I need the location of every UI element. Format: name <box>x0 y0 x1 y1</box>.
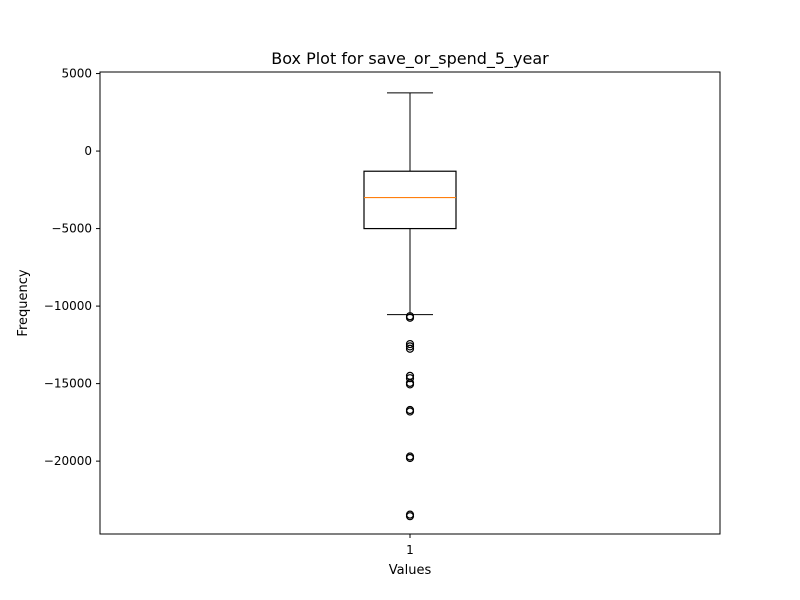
y-tick-label: −10000 <box>44 299 92 313</box>
outlier-point <box>405 407 415 416</box>
x-axis-label: Values <box>389 563 432 578</box>
y-tick-label: 0 <box>84 144 92 158</box>
iqr-box <box>363 170 457 230</box>
y-tick-label: −15000 <box>44 377 92 391</box>
x-tick-label: 1 <box>406 543 414 557</box>
y-tick-label: 5000 <box>61 67 92 81</box>
outlier-point <box>405 512 415 521</box>
y-axis-label: Frequency <box>16 269 31 336</box>
y-tick-label: −5000 <box>51 222 92 236</box>
outlier-point <box>405 380 415 389</box>
chart-title: Box Plot for save_or_spend_5_year <box>271 49 549 69</box>
outlier-point <box>405 374 415 383</box>
outlier-point <box>405 339 415 349</box>
outlier-point <box>405 453 415 463</box>
outlier-point <box>405 342 415 351</box>
outlier-point <box>405 313 415 322</box>
axes-frame <box>99 71 721 535</box>
plot-area: 5000 0 −5000 −10000 −15000 −20000 1 <box>44 67 457 557</box>
outlier-point <box>405 344 415 353</box>
y-tick-label: −20000 <box>44 454 92 468</box>
